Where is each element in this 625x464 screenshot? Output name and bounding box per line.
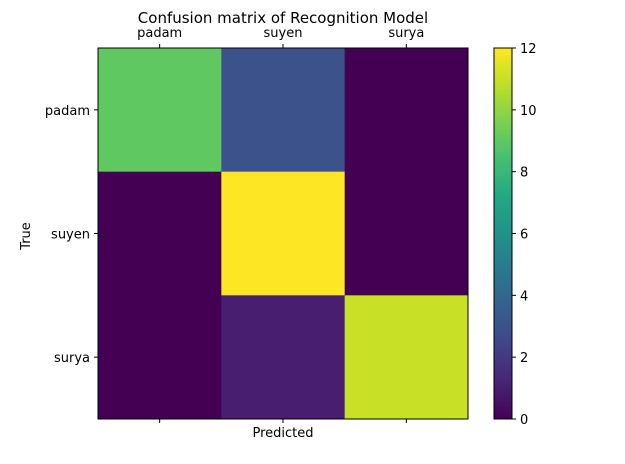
matrix-cell-surya-suyen: [221, 295, 346, 420]
matrix-cell-surya-padam: [98, 295, 222, 420]
x-tick-label: suyen: [264, 26, 303, 41]
matrix-cell-padam-surya: [344, 48, 469, 173]
matrix-cell-suyen-padam: [98, 171, 222, 296]
matrix-cell-suyen-surya: [344, 171, 469, 296]
y-tick-labels: padam suyen surya: [45, 104, 98, 366]
x-tick-labels: padam suyen surya: [137, 26, 424, 48]
colorbar-tick-label: 0: [520, 413, 528, 428]
colorbar-tick-label: 10: [520, 104, 537, 119]
matrix-cell-padam-suyen: [221, 48, 346, 173]
colorbar-tick-label: 6: [520, 228, 528, 243]
colorbar-tick-label: 12: [520, 42, 537, 57]
matrix-cell-suyen-suyen: [221, 171, 346, 296]
colorbar-ticks: 0 2 4 6 8 10 12: [512, 42, 537, 428]
x-axis-label: Predicted: [252, 426, 313, 441]
x-tick-label: padam: [137, 26, 182, 41]
colorbar-tick-label: 2: [520, 351, 528, 366]
y-tick-label: padam: [45, 104, 90, 119]
y-tick-label: surya: [54, 351, 90, 366]
colorbar: [493, 47, 513, 420]
x-tick-label: surya: [388, 26, 424, 41]
y-tick-label: suyen: [51, 228, 90, 243]
colorbar-tick-label: 4: [520, 289, 528, 304]
matrix-cells: [98, 48, 469, 420]
matrix-cell-padam-padam: [98, 48, 222, 173]
matrix-cell-surya-surya: [344, 295, 469, 420]
colorbar-tick-label: 8: [520, 166, 528, 181]
bottom-tick-marks: [159, 419, 407, 423]
y-axis-label: True: [19, 222, 34, 251]
chart-title: Confusion matrix of Recognition Model: [138, 9, 428, 27]
